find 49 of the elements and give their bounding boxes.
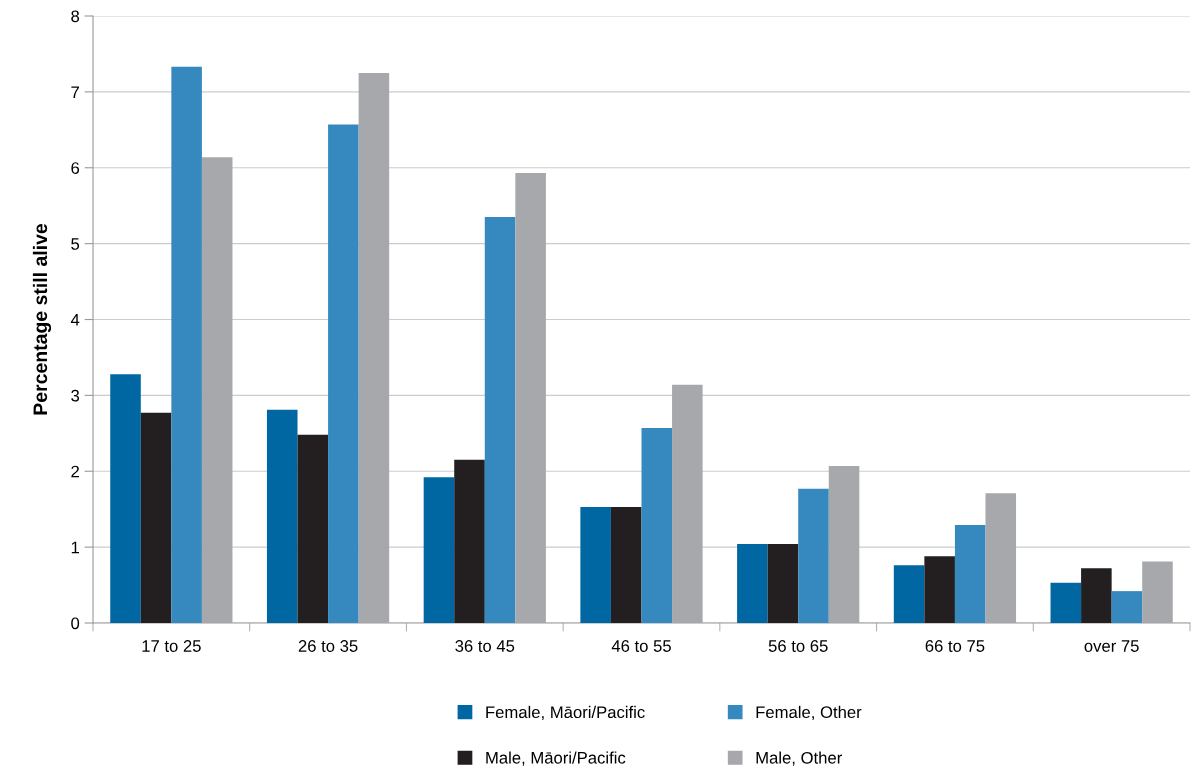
bar: [1050, 582, 1082, 623]
y-tick-label: 0: [71, 617, 80, 630]
bar: [737, 544, 768, 623]
bar: [641, 428, 673, 623]
x-tick-label: over 75: [1084, 640, 1139, 652]
bar: [1111, 591, 1143, 623]
bar: [423, 477, 455, 623]
x-tick-label: 17 to 25: [142, 640, 201, 652]
bar: [672, 384, 703, 623]
x-tick-label: 36 to 45: [455, 640, 515, 652]
y-tick-label: 7: [71, 86, 79, 98]
legend-label: Female, Māori/Pacific: [486, 705, 645, 721]
y-axis-title: Percentage still alive: [32, 223, 52, 415]
bar: [798, 488, 829, 623]
bar: [610, 506, 642, 623]
bar: [201, 157, 233, 623]
bar: [580, 506, 611, 623]
bar: [358, 72, 390, 623]
bar: [985, 493, 1017, 623]
bar: [454, 459, 485, 623]
y-tick-label: 5: [71, 238, 80, 250]
y-tick-label: 4: [70, 314, 80, 326]
bar: [110, 374, 141, 623]
bar: [140, 412, 172, 623]
y-tick-label: 2: [71, 465, 79, 478]
bar: [893, 565, 925, 623]
x-tick-label: 46 to 55: [611, 640, 671, 652]
bar: [767, 544, 799, 623]
legend-label: Female, Other: [756, 705, 862, 721]
x-tick-label: 56 to 65: [768, 640, 828, 652]
bar: [266, 409, 298, 623]
bar: [328, 124, 359, 623]
legend-label: Male, Māori/Pacific: [486, 751, 626, 766]
x-tick-label: 26 to 35: [298, 640, 358, 652]
bar: [1081, 568, 1112, 623]
bar: [1142, 561, 1173, 623]
x-tick-label: 66 to 75: [925, 640, 985, 652]
y-tick-label: 3: [71, 389, 80, 402]
bar: [924, 556, 955, 623]
bar: [828, 465, 860, 623]
y-tick-label: 8: [71, 10, 80, 23]
y-tick-label: 1: [71, 541, 79, 554]
bar: [515, 173, 546, 623]
bar: [954, 525, 986, 623]
bar: [171, 66, 202, 623]
legend-label: Male, Other: [756, 751, 842, 766]
bar: [297, 434, 329, 623]
bar: [484, 217, 516, 623]
y-tick-label: 6: [71, 162, 80, 174]
